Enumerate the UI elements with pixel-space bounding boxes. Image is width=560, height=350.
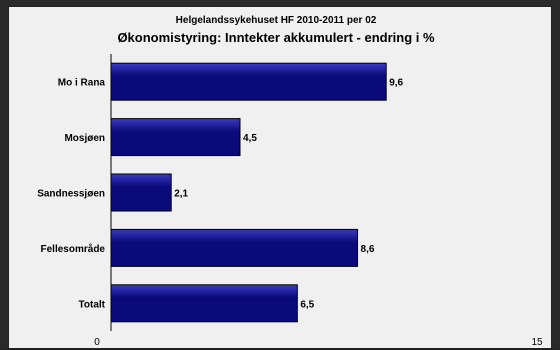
x-tick-label-0: 0 xyxy=(94,337,100,348)
data-label-3: 8,6 xyxy=(361,244,375,255)
category-label-0: Mo i Rana xyxy=(58,78,106,89)
data-label-0: 9,6 xyxy=(389,78,403,89)
chart-marks xyxy=(110,62,387,323)
chart-svg: Helgelandssykehuset HF 2010-2011 per 02 … xyxy=(37,15,543,348)
category-label-1: Mosjøen xyxy=(64,133,105,144)
x-tick-labels: 0 15 xyxy=(94,337,543,348)
chart-panel: Helgelandssykehuset HF 2010-2011 per 02 … xyxy=(8,6,552,349)
category-label-4: Totalt xyxy=(79,299,106,310)
data-label-1: 4,5 xyxy=(243,133,257,144)
data-labels: 9,6 4,5 2,1 8,6 6,5 xyxy=(174,78,403,311)
bar-3 xyxy=(110,228,359,267)
data-label-4: 6,5 xyxy=(300,299,314,310)
bar-0 xyxy=(110,62,387,101)
bar-2 xyxy=(110,173,172,212)
category-label-3: Fellesområde xyxy=(41,243,106,255)
category-label-2: Sandnessjøen xyxy=(37,189,105,200)
bar-4 xyxy=(110,284,298,323)
data-label-2: 2,1 xyxy=(174,189,188,200)
x-tick-label-1: 15 xyxy=(531,337,543,348)
chart-title: Helgelandssykehuset HF 2010-2011 per 02 xyxy=(176,15,377,26)
bar-1 xyxy=(110,118,241,157)
chart-subtitle: Økonomistyring: Inntekter akkumulert - e… xyxy=(117,30,435,45)
category-labels: Mo i Rana Mosjøen Sandnessjøen Fellesområde… xyxy=(37,78,105,311)
